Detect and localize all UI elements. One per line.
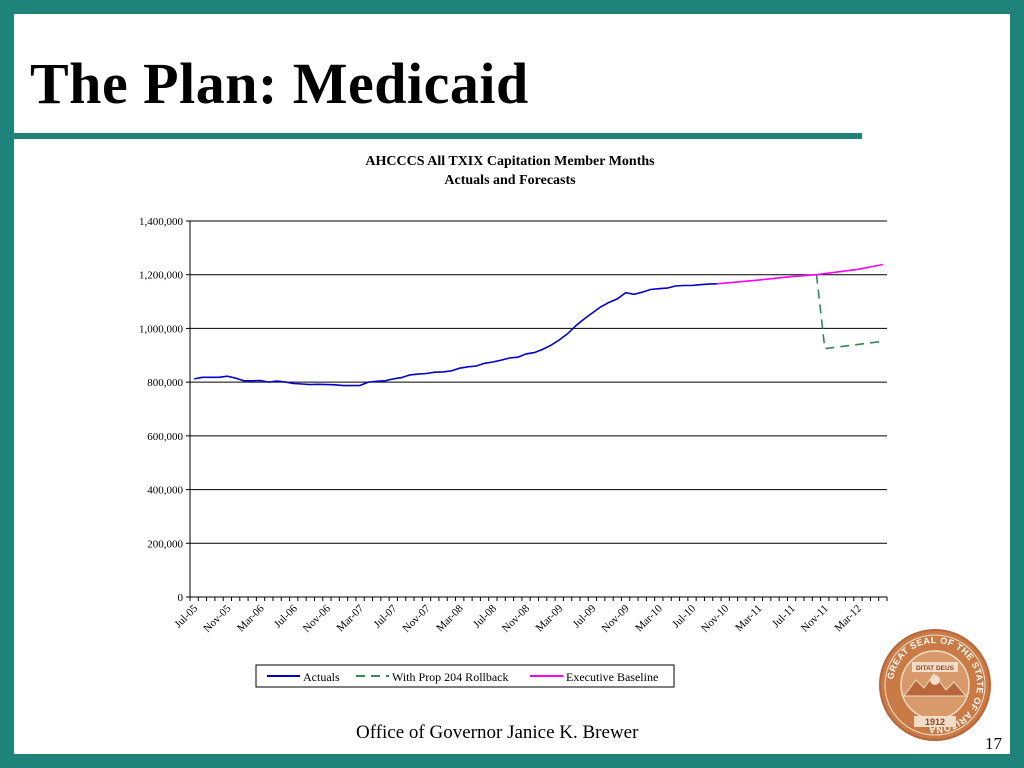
x-tick-label: Jul-07 — [371, 602, 399, 630]
legend-label-rollback: With Prop 204 Rollback — [392, 670, 509, 684]
x-tick-label: Nov-05 — [201, 602, 234, 635]
member-months-chart: AHCCCS All TXIX Capitation Member Months… — [139, 154, 888, 688]
slide: The Plan: Medicaid AHCCCS All TXIX Capit… — [14, 14, 1010, 754]
series-actuals-line — [193, 283, 717, 387]
slide-title: The Plan: Medicaid — [30, 51, 529, 116]
seal-motto: DITAT DEUS — [916, 665, 955, 672]
seal-year: 1912 — [925, 717, 945, 727]
chart-subtitle: Actuals and Forecasts — [444, 173, 576, 188]
y-tick-label: 200,000 — [147, 538, 183, 550]
legend-label-baseline: Executive Baseline — [566, 670, 658, 684]
x-tick-label: Nov-08 — [500, 602, 533, 635]
x-tick-label: Mar-09 — [534, 602, 566, 634]
arizona-seal-logo: GREAT SEAL OF THE STATE OF ARIZONA DITAT… — [879, 629, 991, 741]
legend-box — [255, 664, 675, 688]
series-lines — [193, 263, 884, 387]
legend-label-actuals: Actuals — [303, 670, 340, 684]
x-tick-label: Jul-09 — [571, 602, 599, 630]
footer-office: Office of Governor Janice K. Brewer — [356, 722, 639, 743]
y-axis-ticks: 0 200,000 400,000 600,000 800,000 1,000,000 1,… — [139, 216, 190, 604]
legend: Actuals With Prop 204 Rollback Executive… — [255, 664, 675, 688]
x-tick-label: Jul-11 — [770, 603, 798, 631]
y-tick-label: 1,200,000 — [139, 270, 184, 282]
x-tick-label: Mar-11 — [733, 603, 764, 634]
x-tick-label: Jul-05 — [172, 602, 200, 630]
x-tick-label: Nov-11 — [799, 603, 831, 635]
x-tick-label: Mar-10 — [633, 602, 665, 634]
x-tick-label: Nov-07 — [400, 602, 433, 635]
x-tick-label: Nov-06 — [301, 602, 334, 635]
x-tick-label: Mar-07 — [335, 602, 367, 634]
y-tick-label: 1,000,000 — [139, 323, 184, 335]
x-tick-label: Mar-12 — [832, 603, 864, 635]
title-divider — [14, 133, 862, 139]
y-tick-label: 1,400,000 — [139, 216, 184, 228]
x-tick-label: Jul-10 — [670, 602, 698, 630]
gridlines — [190, 220, 887, 544]
x-tick-label: Nov-09 — [599, 602, 632, 635]
y-tick-label: 600,000 — [147, 431, 183, 443]
y-tick-label: 0 — [178, 592, 184, 604]
x-tick-label: Mar-06 — [235, 602, 267, 634]
page-number: 17 — [985, 734, 1002, 753]
x-tick-label: Jul-08 — [471, 602, 499, 630]
y-tick-label: 400,000 — [147, 485, 183, 497]
x-tick-label: Nov-10 — [699, 602, 732, 635]
y-tick-label: 800,000 — [147, 377, 183, 389]
series-rollback-line — [815, 274, 883, 350]
x-tick-label: Jul-06 — [272, 602, 300, 630]
x-axis-ticks: Jul-05 Nov-05 Mar-06 Jul-06 Nov-06 Mar-07 Jul-… — [172, 597, 888, 635]
series-baseline-line — [716, 263, 884, 285]
x-tick-label: Mar-08 — [434, 602, 466, 634]
chart-title: AHCCCS All TXIX Capitation Member Months — [365, 154, 655, 169]
